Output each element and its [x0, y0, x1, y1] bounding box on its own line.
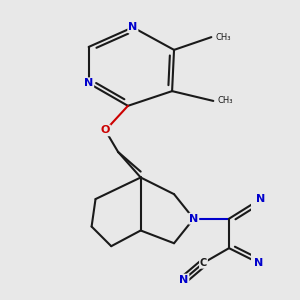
- Text: N: N: [128, 22, 137, 32]
- Text: N: N: [189, 214, 198, 224]
- Text: O: O: [101, 125, 110, 135]
- Text: N: N: [179, 274, 188, 285]
- Text: N: N: [84, 78, 93, 88]
- Text: N: N: [254, 258, 263, 268]
- Text: CH₃: CH₃: [217, 96, 233, 105]
- Text: N: N: [256, 194, 265, 204]
- Text: C: C: [200, 258, 207, 268]
- Text: CH₃: CH₃: [215, 33, 231, 42]
